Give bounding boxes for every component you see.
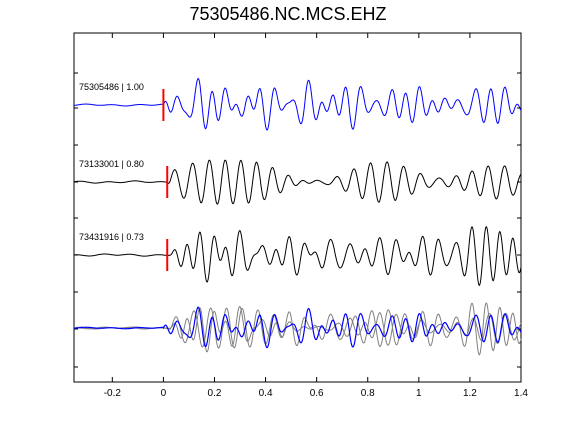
x-tick-label: 1.4 xyxy=(514,388,528,399)
trace-line xyxy=(74,77,522,131)
trace-line xyxy=(73,159,522,205)
x-tick-label: 0.4 xyxy=(259,388,273,399)
x-tick-label: 0 xyxy=(161,388,167,399)
x-tick-label: 0.6 xyxy=(310,388,324,399)
x-tick-label: 0.8 xyxy=(361,388,375,399)
chart-title: 75305486.NC.MCS.EHZ xyxy=(189,4,387,24)
x-tick-label: 1 xyxy=(416,388,422,399)
trace-label: 73133001 | 0.80 xyxy=(79,159,144,169)
trace-label: 75305486 | 1.00 xyxy=(79,82,144,92)
x-tick-label: 0.2 xyxy=(208,388,222,399)
trace-label: 73431916 | 0.73 xyxy=(79,232,144,242)
trace-line xyxy=(74,225,522,287)
traces xyxy=(73,77,522,356)
x-tick-label: -0.2 xyxy=(104,388,122,399)
x-axis: -0.2 0 0.2 0.4 0.6 0.8 1 1.2 1.4 xyxy=(104,33,528,399)
stack-reference-line xyxy=(74,306,522,349)
x-tick-label: 1.2 xyxy=(463,388,477,399)
trace-labels: 75305486 | 1.00 73133001 | 0.80 73431916 |… xyxy=(79,82,144,242)
